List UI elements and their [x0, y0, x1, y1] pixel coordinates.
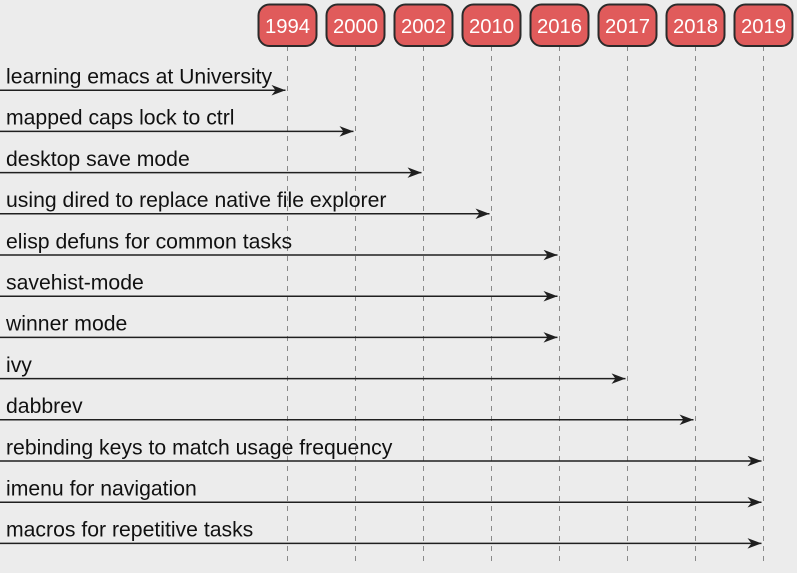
svg-text:2002: 2002	[401, 16, 446, 38]
svg-text:ivy: ivy	[6, 354, 32, 377]
svg-text:2016: 2016	[537, 16, 582, 38]
svg-text:2018: 2018	[673, 16, 718, 38]
svg-text:imenu for navigation: imenu for navigation	[6, 478, 197, 501]
svg-text:dabbrev: dabbrev	[6, 395, 83, 418]
svg-text:learning emacs at University: learning emacs at University	[6, 66, 273, 89]
svg-text:2019: 2019	[741, 16, 786, 38]
svg-text:2010: 2010	[469, 16, 514, 38]
svg-text:elisp defuns for common tasks: elisp defuns for common tasks	[6, 230, 292, 253]
svg-text:1994: 1994	[265, 16, 310, 38]
svg-text:using dired to replace native: using dired to replace native file explo…	[6, 189, 386, 212]
svg-text:2017: 2017	[605, 16, 650, 38]
svg-text:desktop save mode: desktop save mode	[6, 148, 190, 171]
svg-text:winner mode: winner mode	[5, 313, 127, 336]
svg-text:rebinding keys to match usage: rebinding keys to match usage frequency	[6, 436, 393, 459]
svg-text:macros for repetitive tasks: macros for repetitive tasks	[6, 519, 253, 542]
svg-text:2000: 2000	[333, 16, 378, 38]
svg-text:savehist-mode: savehist-mode	[6, 272, 144, 295]
svg-text:mapped caps lock to ctrl: mapped caps lock to ctrl	[6, 107, 234, 130]
